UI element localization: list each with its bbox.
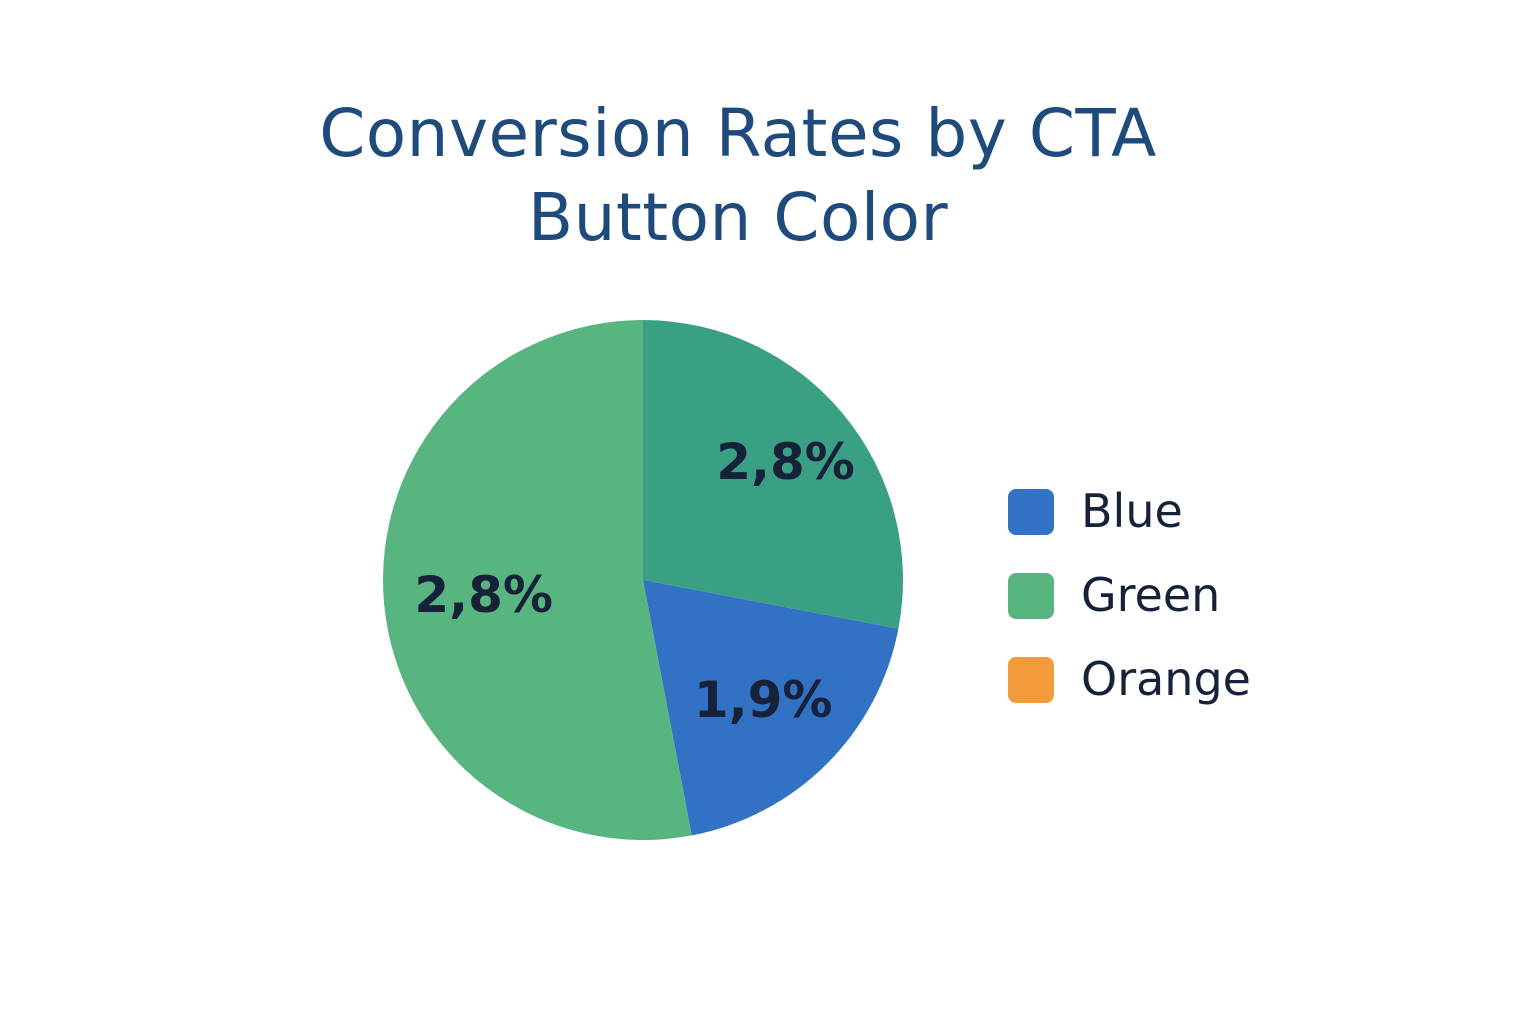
chart-title: Conversion Rates by CTA Button Color	[319, 95, 1157, 256]
legend-swatch-blue	[1008, 488, 1054, 535]
legend-item-green: Green	[1008, 571, 1251, 620]
pie-slice-label-2: 2,8%	[414, 566, 553, 624]
legend-item-blue: Blue	[1008, 487, 1251, 536]
legend-label-green: Green	[1081, 568, 1221, 622]
legend: Blue Green Orange	[1008, 487, 1251, 739]
legend-swatch-green	[1008, 572, 1054, 619]
pie-slice-1	[643, 580, 899, 836]
legend-item-orange: Orange	[1008, 655, 1251, 704]
pie-slice-0	[643, 320, 904, 629]
pie-slice-label-0: 2,8%	[716, 433, 855, 491]
legend-label-orange: Orange	[1081, 652, 1251, 706]
pie-slice-label-1: 1,9%	[694, 671, 833, 729]
legend-swatch-orange	[1008, 656, 1054, 703]
legend-label-blue: Blue	[1081, 484, 1183, 538]
pie-slice-2	[383, 320, 692, 840]
